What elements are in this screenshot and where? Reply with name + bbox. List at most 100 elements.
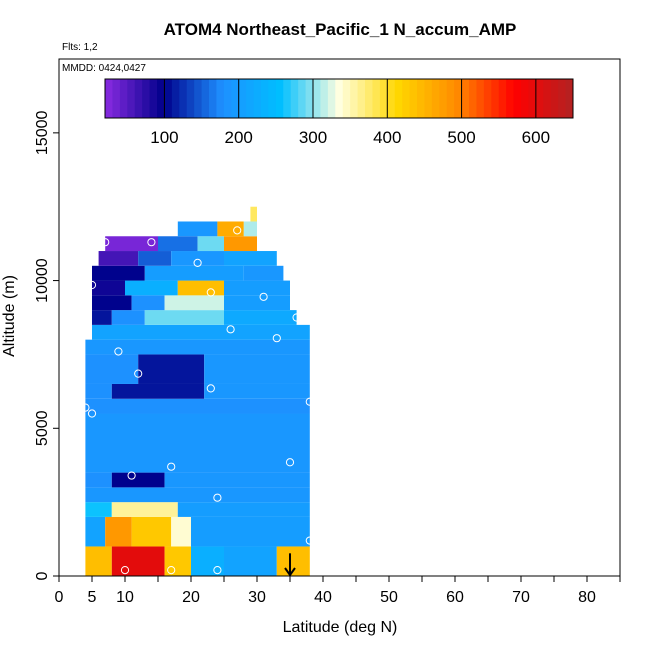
colorbar-frame (104, 78, 574, 119)
colorbar-swatch-19 (246, 79, 255, 118)
heat-cell-13-3 (224, 280, 290, 296)
heat-cell-2-2 (177, 502, 310, 517)
colorbar-swatch-51 (483, 79, 492, 118)
heat-cell-0-0 (85, 546, 112, 576)
x-tick-label-5: 5 (88, 589, 97, 606)
sample-point-22 (120, 565, 130, 575)
colorbar-swatch-62 (565, 79, 574, 118)
colorbar-swatch-22 (268, 79, 277, 118)
sample-point-14 (81, 403, 90, 412)
sample-point-9 (272, 334, 281, 343)
x-tick-label-20: 20 (182, 589, 200, 606)
heat-cell-0-1 (111, 546, 165, 576)
sample-point-10 (114, 347, 123, 356)
heat-cell-15-2 (171, 251, 224, 266)
y-axis: 0 5000 10000 15000 (34, 111, 59, 580)
colorbar-swatch-33 (350, 79, 359, 118)
heat-cell-15-3 (224, 251, 277, 266)
colorbar-swatch-32 (342, 79, 351, 118)
heat-cell-1-4 (191, 516, 310, 547)
heat-cell-1-0 (85, 516, 106, 547)
heat-cell-13-0 (92, 280, 125, 296)
x-axis-label: Latitude (deg N) (283, 619, 398, 636)
x-tick-label-60: 60 (446, 589, 464, 606)
heat-cell-17-1 (217, 221, 244, 237)
sample-point-2 (233, 226, 242, 235)
colorbar-swatch-7 (157, 79, 165, 118)
colorbar-swatch-49 (469, 79, 477, 118)
colorbar-swatch-47 (454, 79, 463, 118)
colorbar-swatch-46 (446, 79, 455, 118)
colorbar-swatch-41 (409, 79, 418, 118)
sample-point-21 (305, 536, 314, 545)
colorbar-swatch-6 (149, 79, 158, 118)
colorbar-swatch-14 (209, 79, 217, 118)
heat-cell-12-3 (224, 295, 290, 311)
x-axis: 0 5 10 20 30 40 50 60 70 80 (55, 576, 621, 606)
heat-cell-10-0 (92, 324, 310, 340)
heat-cell-1-1 (105, 516, 132, 547)
heat-cell-8-0 (85, 354, 139, 384)
colorbar-swatch-59 (543, 79, 552, 118)
colorbar-swatch-48 (461, 79, 470, 118)
heat-cell-11-1 (111, 310, 145, 325)
heat-cell-4-1 (111, 472, 165, 488)
descent-arrow (284, 553, 296, 577)
colorbar-swatch-21 (261, 79, 269, 118)
heat-cell-8-2 (204, 354, 310, 384)
colorbar-swatch-42 (417, 79, 425, 118)
colorbar-swatch-35 (365, 79, 373, 118)
heat-cell-0-4 (224, 546, 277, 576)
chart-title: ATOM4 Northeast_Pacific_1 N_accum_AMP (164, 20, 517, 39)
sample-point-5 (206, 288, 215, 297)
colorbar-swatch-44 (431, 79, 440, 118)
heat-cell-13-1 (125, 280, 178, 296)
heat-cell-17-2 (243, 221, 257, 237)
sample-point-20 (213, 493, 222, 502)
colorbar-swatch-55 (513, 79, 522, 118)
colorbar-swatch-17 (231, 79, 240, 118)
colorbar-tick-label-400: 400 (373, 128, 401, 147)
colorbar-swatch-25 (290, 79, 299, 118)
colorbar-swatch-60 (550, 79, 559, 118)
colorbar-swatch-24 (283, 79, 292, 118)
heat-cell-2-1 (111, 502, 178, 517)
colorbar-swatch-37 (379, 79, 388, 118)
y-tick-label-0: 0 (34, 571, 51, 580)
sample-point-7 (292, 313, 301, 322)
heat-cell-5-0 (85, 413, 310, 473)
colorbar-swatch-2 (119, 79, 128, 118)
heat-cell-7-1 (111, 383, 205, 399)
heat-cell-12-2 (164, 295, 224, 311)
heat-cell-16-2 (197, 236, 224, 252)
sample-point-18 (127, 471, 136, 480)
colorbar-swatch-57 (528, 79, 537, 118)
heat-cell-11-2 (144, 310, 224, 325)
colorbar-tick-label-500: 500 (447, 128, 475, 147)
colorbar-swatch-15 (216, 79, 225, 118)
heat-cell-1-3 (171, 516, 191, 547)
heat-cell-11-3 (224, 310, 297, 325)
colorbar-swatch-10 (179, 79, 188, 118)
heat-cell-14-2 (243, 265, 284, 281)
colorbar-swatch-34 (357, 79, 366, 118)
colorbar-swatch-9 (171, 79, 180, 118)
heat-cell-14-0 (92, 265, 145, 281)
sample-point-13 (305, 397, 314, 406)
y-tick-label-5000: 5000 (34, 410, 51, 446)
x-tick-label-0: 0 (55, 589, 64, 606)
sample-point-16 (285, 458, 295, 467)
heat-cell-6-0 (85, 398, 310, 414)
heat-cell-2-0 (85, 502, 112, 517)
sample-point-12 (206, 384, 215, 393)
colorbar-swatch-13 (201, 79, 210, 118)
colorbar-swatch-38 (387, 79, 396, 118)
colorbar-swatch-8 (164, 79, 173, 118)
colorbar-swatch-31 (335, 79, 344, 118)
sample-point-17 (167, 462, 176, 471)
heat-cell-4-2 (164, 472, 310, 488)
colorbar-swatch-30 (327, 79, 336, 118)
colorbar-tick-label-100: 100 (150, 128, 178, 147)
colorbar-swatch-16 (223, 79, 232, 118)
colorbar-tick-label-600: 600 (522, 128, 550, 147)
